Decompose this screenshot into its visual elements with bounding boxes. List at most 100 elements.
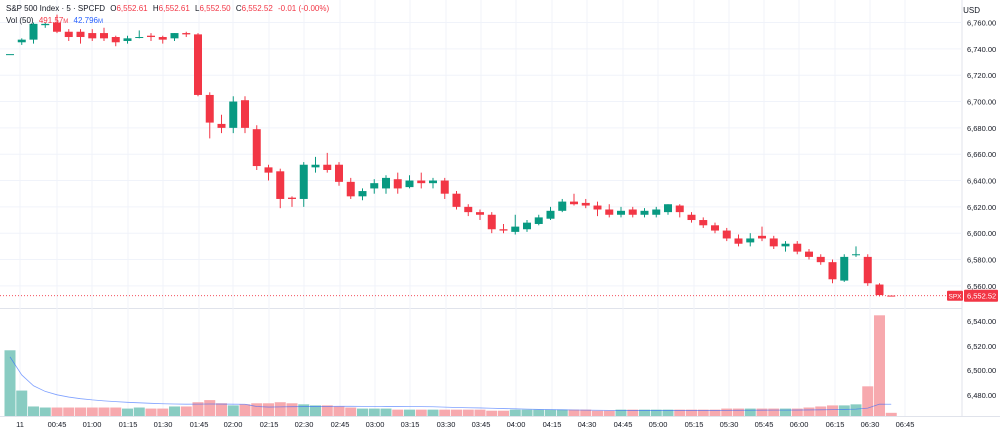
candle-body	[111, 37, 120, 43]
volume-bar	[451, 409, 462, 416]
volume-bar	[768, 408, 780, 416]
high-label: H	[152, 4, 159, 13]
high-value: H6,552.61	[153, 4, 190, 13]
candle-body	[276, 171, 285, 199]
candle-body	[628, 209, 637, 215]
close-value: C6,552.52	[236, 4, 273, 13]
time-tick-label: 06:45	[896, 420, 915, 429]
candle-body	[29, 23, 38, 40]
candle-body	[252, 129, 261, 167]
symbol-title: S&P 500 Index · 5 · SPCFD	[6, 4, 106, 13]
volume-label: Vol (50)	[6, 16, 34, 25]
volume-bar	[227, 405, 239, 416]
volume-bar	[885, 412, 897, 416]
price-tick-label: 6,700.00	[967, 98, 996, 107]
volume-bar	[63, 407, 75, 416]
volume-bar	[721, 408, 733, 416]
candle-body	[100, 33, 108, 39]
close-number: 6,552.52	[241, 4, 273, 13]
price-tick-label: 6,540.00	[967, 317, 996, 326]
low-number: 6,552.50	[199, 4, 231, 13]
volume-bar	[462, 409, 474, 416]
volume-bar	[509, 409, 521, 416]
candle-body	[41, 23, 50, 26]
price-tick-label: 6,600.00	[967, 229, 996, 238]
time-tick-label: 05:00	[649, 420, 668, 429]
volume-bar	[110, 407, 122, 416]
candle-body	[863, 256, 872, 284]
volume-bar	[263, 403, 274, 416]
candle-body	[558, 201, 567, 211]
candle-body	[158, 37, 167, 40]
volume-bar	[592, 410, 603, 416]
volume-bar	[427, 409, 439, 416]
candle-body	[205, 94, 214, 123]
volume-bar	[744, 408, 756, 416]
volume-bars	[4, 315, 897, 416]
volume-bar	[803, 407, 815, 416]
volume-bar	[357, 408, 368, 416]
candle-body	[593, 205, 602, 210]
close-label: C	[235, 4, 242, 13]
candle-body	[534, 217, 543, 224]
candle-body	[652, 209, 661, 215]
candle-body	[6, 54, 14, 56]
volume-bar	[815, 406, 827, 416]
open-number: 6,552.61	[116, 4, 148, 13]
volume-bar	[568, 409, 580, 416]
volume-bar	[650, 409, 662, 416]
currency-label: USD	[963, 6, 980, 15]
volume-bar	[850, 404, 862, 416]
last-price-value: 6,552.52	[967, 292, 996, 301]
volume-bar	[122, 408, 133, 416]
candle-body	[217, 123, 226, 128]
candle-body	[464, 206, 473, 213]
candle-body	[382, 177, 390, 189]
candle-body	[758, 235, 766, 239]
open-value: O6,552.61	[110, 4, 147, 13]
volume-bar	[16, 390, 28, 416]
candle-body	[640, 210, 649, 215]
candle-body	[605, 209, 614, 215]
candle-body	[781, 243, 790, 247]
volume-bar	[639, 409, 650, 416]
price-tick-label: 6,660.00	[967, 150, 996, 159]
volume-bar	[556, 409, 568, 416]
price-tick-label: 6,760.00	[967, 19, 996, 28]
candle-body	[170, 33, 179, 39]
ohlc-row: S&P 500 Index · 5 · SPCFD O6,552.61 H6,5…	[6, 3, 332, 15]
volume-bar	[662, 409, 674, 416]
volume-bar	[686, 409, 697, 416]
candle-body	[135, 37, 144, 39]
candle-body	[53, 22, 61, 32]
time-tick-label: 05:45	[755, 420, 774, 429]
volume-bar	[51, 407, 63, 416]
volume-bar	[791, 408, 803, 416]
time-tick-label: 05:15	[685, 420, 704, 429]
candle-body	[476, 212, 484, 215]
time-tick-label: 00:45	[48, 420, 67, 429]
volume-bar	[627, 409, 639, 416]
volume-bar	[39, 407, 51, 416]
time-tick-label: 02:30	[295, 420, 314, 429]
volume-bar	[169, 406, 180, 416]
time-tick-label: 02:00	[224, 420, 243, 429]
time-tick-label: 06:15	[826, 420, 845, 429]
candle-body	[288, 197, 296, 199]
candle-body	[417, 180, 426, 184]
candle-body	[581, 202, 590, 206]
candle-body	[299, 164, 308, 199]
volume-bar	[192, 402, 204, 416]
price-tick-label: 6,740.00	[967, 45, 996, 54]
volume-bar	[474, 409, 486, 416]
time-tick-label: 03:45	[472, 420, 491, 429]
last-price-symbol-bg	[947, 290, 963, 301]
candle-body	[769, 238, 778, 247]
candle-body	[875, 284, 884, 296]
volume-unit: M	[63, 19, 69, 25]
time-tick-label: 01:00	[83, 420, 102, 429]
time-tick-label: 04:15	[543, 420, 562, 429]
